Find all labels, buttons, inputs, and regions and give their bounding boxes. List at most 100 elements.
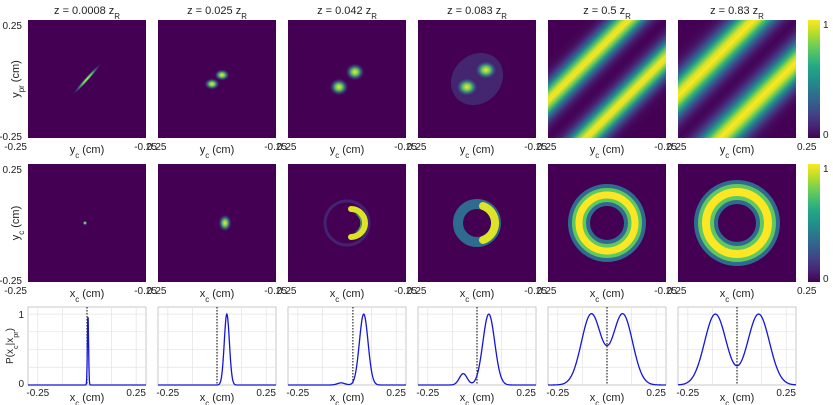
bottom-panel-2 — [157, 306, 277, 386]
x-axis-label: xc (cm) — [590, 392, 625, 405]
figure-labels: z = 0.0008 zR z = 0.025 zR z = 0.042 zR z =… — [0, 5, 817, 405]
x-tick-label: 0.25 — [667, 142, 687, 153]
middle-panel-background — [158, 164, 276, 282]
middle-panel-background — [418, 164, 536, 282]
intensity-mark — [82, 220, 88, 226]
x-axis-label: xc (cm) — [330, 392, 365, 405]
x-tick-label: -0.25 — [134, 142, 157, 153]
x-tick-label: -0.25 — [4, 286, 27, 297]
x-tick-label: -0.25 — [286, 388, 309, 399]
colorbar-tick-max: 1 — [823, 20, 829, 31]
intensity-mark — [214, 69, 230, 81]
middle-panel-4 — [418, 164, 536, 282]
top-panel-1 — [28, 20, 146, 138]
x-tick-label: -0.25 — [264, 286, 287, 297]
x-axis-label: xc (cm) — [720, 288, 755, 304]
x-tick-label: -0.25 — [524, 286, 547, 297]
top-panel-3 — [288, 20, 406, 138]
y-tick-label: 0 — [18, 379, 24, 390]
panel-title: z = 0.042 zR — [317, 5, 377, 21]
top-panel-background — [288, 20, 406, 138]
colorbar-tick-min: 0 — [823, 274, 829, 285]
probability-curve — [677, 313, 797, 386]
intensity-mark — [455, 77, 479, 97]
x-tick-label: -0.25 — [134, 286, 157, 297]
x-tick-label: -0.25 — [4, 142, 27, 153]
x-tick-label: 0.25 — [386, 388, 406, 399]
x-axis-label: yc (cm) — [330, 144, 365, 160]
x-axis-label: xc (cm) — [590, 288, 625, 304]
top-panel-2 — [158, 20, 276, 138]
x-tick-label: 0.25 — [797, 286, 817, 297]
panel-title: z = 0.83 zR — [710, 5, 764, 21]
middle-panel-1 — [28, 164, 146, 282]
intensity-mark — [72, 62, 102, 96]
bottom-panel-5 — [547, 306, 667, 386]
intensity-mark — [204, 78, 220, 90]
bottom-row-panels — [27, 306, 797, 386]
x-tick-label: 0.25 — [797, 142, 817, 153]
x-tick-label: -0.25 — [654, 142, 677, 153]
intensity-mark — [348, 206, 368, 240]
intensity-bands — [678, 20, 796, 138]
x-axis-label: yc (cm) — [200, 144, 235, 160]
intensity-mark — [345, 63, 365, 81]
y-tick-label: -0.25 — [0, 132, 22, 143]
x-axis-label: xc (cm) — [200, 288, 235, 304]
middle-row-panels — [28, 164, 796, 282]
y-axis-label: ypr (cm) — [10, 60, 26, 98]
intensity-mark — [479, 202, 500, 244]
middle-panel-5 — [548, 164, 666, 282]
x-tick-label: -0.25 — [156, 388, 179, 399]
colorbars: 1 0 1 0 — [808, 20, 829, 285]
middle-panel-background — [288, 164, 406, 282]
panel-title: z = 0.083 zR — [447, 5, 507, 21]
x-tick-label: 0.25 — [516, 388, 536, 399]
y-axis-label: P(xc|xpr) — [5, 328, 20, 364]
bottom-panel-6 — [677, 306, 797, 386]
intensity-ring-core — [575, 191, 639, 255]
top-panel-6 — [678, 20, 796, 138]
bottom-panel-4 — [417, 306, 537, 386]
x-axis-label: yc (cm) — [720, 144, 755, 160]
x-tick-label: 0.25 — [147, 286, 167, 297]
x-tick-label: 0.25 — [407, 286, 427, 297]
x-tick-label: -0.25 — [264, 142, 287, 153]
x-tick-label: -0.25 — [524, 142, 547, 153]
x-tick-label: -0.25 — [416, 388, 439, 399]
x-tick-label: 0.25 — [537, 286, 557, 297]
middle-panel-background — [548, 164, 666, 282]
x-tick-label: 0.25 — [277, 286, 297, 297]
y-tick-label: 0.25 — [3, 21, 23, 32]
bottom-panel-1 — [27, 306, 147, 386]
colorbar-tick-min: 0 — [823, 130, 829, 141]
x-axis-label: xc (cm) — [460, 288, 495, 304]
x-tick-label: 0.25 — [407, 142, 427, 153]
y-tick-label: 1 — [18, 310, 24, 321]
x-tick-label: -0.25 — [654, 286, 677, 297]
top-panel-5 — [548, 20, 666, 138]
x-tick-label: 0.25 — [537, 142, 557, 153]
bottom-panel-3 — [287, 306, 407, 386]
intensity-mark — [474, 60, 498, 80]
x-tick-label: 0.25 — [646, 388, 666, 399]
x-tick-label: -0.25 — [676, 388, 699, 399]
x-tick-label: -0.25 — [26, 388, 49, 399]
x-axis-label: xc (cm) — [70, 392, 105, 405]
panel-title: z = 0.5 zR — [583, 5, 631, 21]
y-tick-label: -0.25 — [0, 276, 22, 287]
x-axis-label: xc (cm) — [460, 392, 495, 405]
probability-curve — [547, 313, 667, 386]
x-tick-label: 0.25 — [126, 388, 146, 399]
x-tick-label: 0.25 — [147, 142, 167, 153]
x-axis-label: yc (cm) — [460, 144, 495, 160]
colorbar — [808, 164, 820, 282]
x-tick-label: -0.25 — [394, 142, 417, 153]
y-axis-label: yc (cm) — [10, 206, 26, 241]
probability-curve — [288, 313, 406, 386]
colorbar-tick-max: 1 — [823, 164, 829, 175]
x-tick-label: 0.25 — [776, 388, 796, 399]
probability-curve — [28, 317, 146, 386]
middle-panel-6 — [678, 164, 796, 282]
